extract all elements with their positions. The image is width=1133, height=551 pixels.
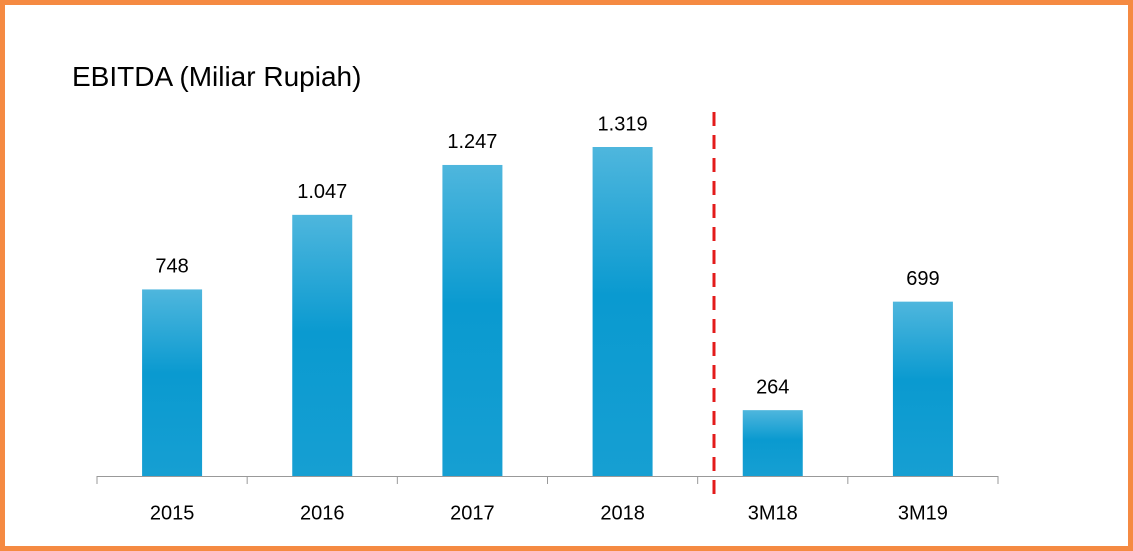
x-tick-label: 3M18 (748, 502, 798, 524)
x-tick-label: 2015 (150, 502, 195, 524)
bar (892, 301, 953, 476)
data-label: 264 (756, 376, 789, 398)
data-label: 1.319 (598, 113, 648, 135)
bar (592, 147, 653, 476)
data-label: 1.047 (297, 181, 347, 203)
chart-title: EBITDA (Miliar Rupiah) (72, 61, 361, 92)
bar (742, 410, 803, 476)
data-label: 699 (906, 268, 939, 290)
x-tick-label: 2018 (600, 502, 645, 524)
data-label: 1.247 (447, 131, 497, 153)
bar (442, 164, 503, 477)
x-tick-label: 3M19 (898, 502, 948, 524)
data-label: 748 (155, 256, 188, 278)
x-tick-label: 2017 (450, 502, 495, 524)
bar (142, 289, 203, 476)
bar (292, 214, 353, 476)
x-tick-label: 2016 (300, 502, 345, 524)
